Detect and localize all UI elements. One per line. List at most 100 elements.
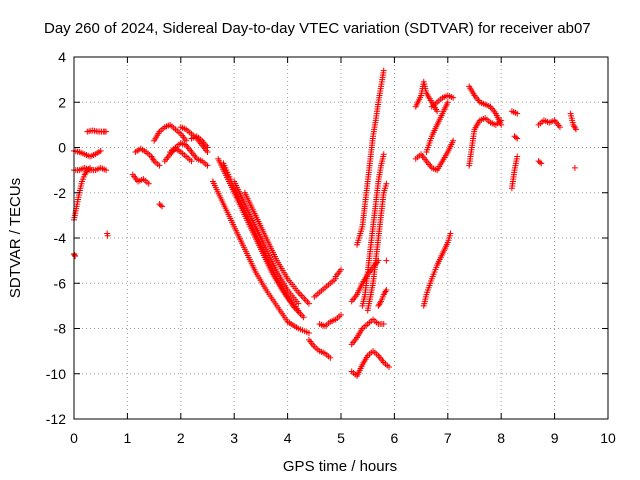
data-point bbox=[305, 330, 312, 337]
series-arc14 bbox=[188, 133, 211, 151]
y-tick-label: -10 bbox=[46, 366, 66, 382]
x-tick-label: 3 bbox=[230, 430, 238, 446]
axis-ticks: 0 1 2 3 4 5 6 7 8 9 10 -12 -10 -8 -6 -4 -2 0 2 4 bbox=[46, 49, 616, 446]
x-tick-label: 2 bbox=[177, 430, 185, 446]
series-arc8 bbox=[132, 145, 163, 169]
series-arc39 bbox=[508, 153, 521, 192]
series-arc32 bbox=[412, 78, 441, 115]
series-arc24 bbox=[348, 348, 393, 380]
series-arc17 bbox=[220, 160, 302, 314]
series-arc15 bbox=[209, 178, 312, 337]
series-arc20 bbox=[305, 336, 334, 361]
data-point bbox=[338, 266, 344, 273]
series-arc35 bbox=[412, 137, 457, 174]
data-point bbox=[305, 300, 312, 307]
series-arc5 bbox=[71, 250, 79, 260]
data-point bbox=[72, 253, 79, 260]
data-point bbox=[204, 162, 211, 169]
data-point bbox=[538, 160, 545, 167]
series-arc44 bbox=[567, 110, 579, 133]
data-point bbox=[104, 232, 111, 239]
y-tick-label: -4 bbox=[54, 230, 67, 246]
series-arc37 bbox=[466, 83, 505, 128]
data-point bbox=[327, 354, 334, 361]
data-point bbox=[338, 311, 344, 318]
x-axis-label: GPS time / hours bbox=[283, 458, 397, 475]
data-point bbox=[450, 94, 457, 101]
chart-title: Day 260 of 2024, Sidereal Day-to-day VTE… bbox=[44, 20, 591, 37]
x-tick-label: 0 bbox=[70, 430, 78, 446]
data-point bbox=[434, 108, 441, 115]
y-tick-label: -8 bbox=[54, 321, 67, 337]
y-axis-label: SDTVAR / TECUs bbox=[7, 178, 24, 298]
data-point bbox=[204, 144, 211, 151]
series-arc30 bbox=[375, 287, 390, 309]
data-point bbox=[97, 147, 104, 154]
series-arc12 bbox=[167, 139, 211, 169]
data-point bbox=[295, 307, 302, 314]
data-point bbox=[295, 300, 302, 307]
data-point bbox=[380, 151, 387, 158]
x-tick-label: 5 bbox=[337, 430, 345, 446]
series-arc10 bbox=[151, 121, 190, 144]
data-point bbox=[188, 158, 195, 165]
series-arc29 bbox=[364, 180, 390, 314]
grid-lines bbox=[74, 57, 608, 419]
series-arc19 bbox=[241, 189, 312, 307]
y-tick-label: 2 bbox=[58, 94, 66, 110]
x-tick-label: 8 bbox=[497, 430, 505, 446]
series-arc23 bbox=[332, 266, 344, 280]
data-point bbox=[514, 153, 521, 160]
series-arc4 bbox=[84, 127, 110, 135]
series-arc28 bbox=[359, 151, 387, 309]
series-arc13 bbox=[177, 124, 211, 156]
series-arc25 bbox=[348, 316, 387, 348]
data-point bbox=[71, 251, 78, 258]
series-arc42 bbox=[535, 158, 545, 167]
data-point bbox=[157, 202, 164, 209]
data-point bbox=[447, 230, 454, 237]
data-point bbox=[103, 128, 110, 135]
data-point bbox=[383, 180, 390, 187]
x-tick-label: 4 bbox=[284, 430, 292, 446]
data-point bbox=[514, 110, 521, 117]
data-point bbox=[300, 314, 307, 321]
series-arc45 bbox=[571, 164, 578, 171]
series-arc27 bbox=[354, 67, 387, 248]
data-point bbox=[386, 363, 393, 370]
data-point bbox=[383, 287, 390, 294]
data-point bbox=[572, 126, 579, 133]
x-tick-label: 9 bbox=[551, 430, 559, 446]
y-tick-label: -2 bbox=[54, 185, 67, 201]
x-tick-label: 6 bbox=[391, 430, 399, 446]
data-marks bbox=[71, 67, 579, 380]
data-point bbox=[383, 257, 390, 264]
series-arc2 bbox=[71, 164, 110, 174]
series-arc36 bbox=[420, 230, 454, 309]
y-tick-label: -12 bbox=[46, 411, 66, 427]
series-arc40 bbox=[508, 108, 521, 117]
data-point bbox=[536, 159, 543, 166]
data-point bbox=[450, 137, 457, 144]
data-point bbox=[514, 135, 521, 142]
x-tick-label: 1 bbox=[124, 430, 132, 446]
y-tick-label: -6 bbox=[54, 275, 67, 291]
y-tick-label: 0 bbox=[58, 140, 66, 156]
series-arc9 bbox=[156, 201, 166, 210]
series-arc21 bbox=[311, 275, 339, 300]
data-point bbox=[103, 167, 110, 174]
data-point bbox=[145, 180, 152, 187]
series-arc41 bbox=[511, 133, 521, 142]
data-point bbox=[156, 162, 163, 169]
series-arc33 bbox=[428, 92, 457, 110]
data-point bbox=[571, 164, 578, 171]
data-point bbox=[498, 117, 505, 124]
data-point bbox=[380, 320, 387, 327]
series-arc7 bbox=[129, 171, 152, 187]
series-arc18 bbox=[231, 178, 302, 307]
series-arc38 bbox=[466, 115, 505, 169]
data-point bbox=[444, 99, 451, 106]
data-point bbox=[512, 134, 519, 141]
series-arc6 bbox=[104, 230, 111, 239]
series-arc3 bbox=[71, 147, 104, 160]
